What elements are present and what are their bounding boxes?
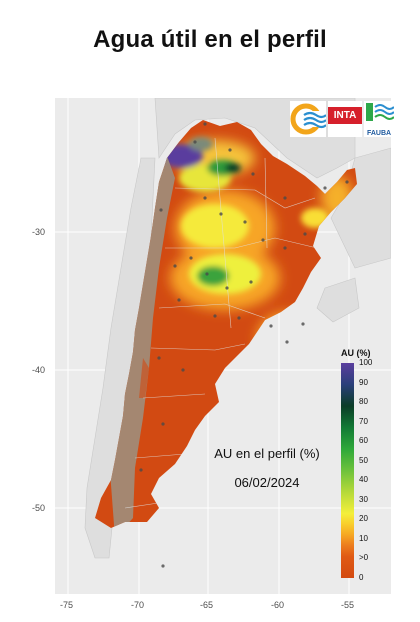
map-caption-title: AU en el perfil (%): [214, 446, 320, 461]
legend-label: 30: [359, 494, 368, 504]
wave-logo-icon: [290, 103, 327, 135]
fauba-logo: FAUBA: [364, 101, 395, 137]
x-tick-label: -65: [200, 600, 213, 610]
page-title: Agua útil en el perfil: [93, 26, 327, 53]
station-points: [139, 122, 349, 568]
fauba-logo-text: FAUBA: [366, 130, 392, 137]
legend-label: 50: [359, 455, 368, 465]
y-tick-label: -40: [32, 365, 45, 375]
x-tick-label: -75: [60, 600, 73, 610]
legend-label: 20: [359, 514, 368, 524]
inta-logo: INTA: [328, 101, 362, 137]
fauba-logo-icon: [366, 103, 395, 121]
logos: INTA FAUBA: [290, 101, 395, 139]
x-tick-label: -70: [131, 600, 144, 610]
legend-label: 60: [359, 436, 368, 446]
inta-logo-text: INTA: [328, 107, 362, 124]
legend-colorbar: [341, 363, 354, 578]
map-caption-date: 06/02/2024: [234, 475, 300, 490]
y-tick-label: -50: [32, 503, 45, 513]
argentina-map: -30 -40 -50 -75 -70 -65 -60 -55: [55, 98, 391, 594]
legend-label: >0: [359, 553, 369, 563]
legend-label: 90: [359, 377, 368, 387]
legend-label: 100: [359, 358, 373, 367]
y-tick-label: -30: [32, 227, 45, 237]
legend-label: 10: [359, 533, 368, 543]
legend-label: 40: [359, 475, 368, 485]
province-borders: [124, 137, 318, 509]
legend-label: 0: [359, 573, 364, 582]
wave-logo: [290, 101, 327, 137]
legend-title: AU (%): [341, 348, 371, 358]
legend-label: 80: [359, 397, 368, 407]
map-panel: -30 -40 -50 -75 -70 -65 -60 -55: [55, 98, 391, 594]
x-tick-label: -55: [341, 600, 354, 610]
legend-label: 70: [359, 416, 368, 426]
x-tick-label: -60: [271, 600, 284, 610]
